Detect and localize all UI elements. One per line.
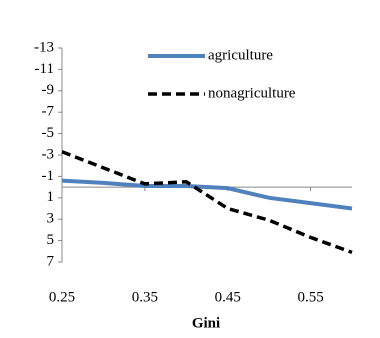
y-tick-label: -1 [42,168,55,184]
y-tick-label: 3 [47,211,55,227]
series-line [61,178,353,211]
y-tick-label: -9 [42,82,55,98]
legend-label: nonagriculture [208,85,296,101]
y-tick-label: 5 [47,232,55,248]
x-tick-label: 0.35 [132,289,158,305]
x-tick-label: 0.55 [297,289,323,305]
y-tick-label: 1 [47,189,55,205]
y-tick-label: -7 [42,104,55,120]
y-tick-label: -5 [42,125,55,141]
legend-label: agriculture [208,47,273,63]
y-tick-label: 7 [47,253,55,269]
x-tick-label: 0.25 [49,289,75,305]
x-tick-label: 0.45 [215,289,241,305]
y-tick-label: -11 [35,61,54,77]
series-line [61,150,353,255]
y-tick-label: -13 [34,39,54,55]
y-tick-label: -3 [42,146,55,162]
x-axis-title: Gini [192,315,220,331]
